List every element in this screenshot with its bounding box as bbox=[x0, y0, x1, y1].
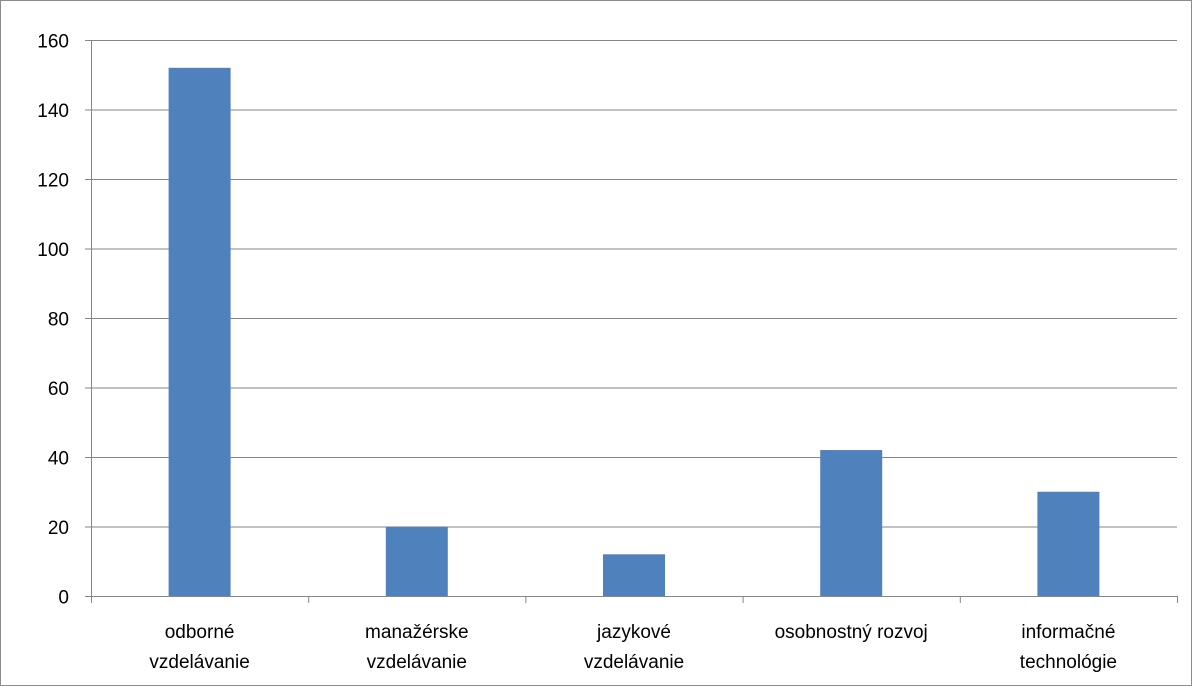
x-category-label: jazykové vzdelávanie bbox=[584, 622, 684, 673]
bar bbox=[168, 67, 231, 597]
x-category-label-line: osobnostný rozvoj bbox=[775, 622, 928, 643]
bar bbox=[820, 450, 883, 596]
y-tick-label: 60 bbox=[48, 379, 69, 400]
y-tick-label: 80 bbox=[48, 310, 69, 331]
y-tick-label: 0 bbox=[58, 588, 69, 609]
gridlines bbox=[91, 40, 1177, 528]
y-tick-label: 40 bbox=[48, 449, 69, 470]
bars bbox=[168, 67, 1100, 597]
x-category-label: informačné technológie bbox=[1020, 622, 1117, 673]
y-tick-label: 120 bbox=[37, 171, 69, 192]
x-category-label-line: odborné bbox=[165, 622, 235, 643]
x-category-label-line: vzdelávanie bbox=[367, 652, 467, 673]
bar bbox=[385, 526, 448, 596]
x-category-label-line: manažérske bbox=[365, 622, 469, 643]
x-category-label: manažérske vzdelávanie bbox=[365, 622, 469, 673]
y-tick-label: 20 bbox=[48, 518, 69, 539]
x-category-label-line: informačné bbox=[1021, 622, 1115, 643]
bar bbox=[1037, 491, 1100, 596]
axes bbox=[85, 40, 1178, 603]
x-category-label-line: technológie bbox=[1020, 652, 1117, 673]
x-category-label: odborné vzdelávanie bbox=[149, 622, 249, 673]
y-tick-label: 160 bbox=[37, 32, 69, 53]
x-category-label-line: vzdelávanie bbox=[149, 652, 249, 673]
y-tick-label: 100 bbox=[37, 240, 69, 261]
x-category-label: osobnostný rozvoj bbox=[775, 622, 928, 643]
y-tick-label: 140 bbox=[37, 101, 69, 122]
x-category-label-line: vzdelávanie bbox=[584, 652, 684, 673]
x-category-label-line: jazykové bbox=[596, 622, 671, 643]
bar bbox=[603, 554, 665, 596]
